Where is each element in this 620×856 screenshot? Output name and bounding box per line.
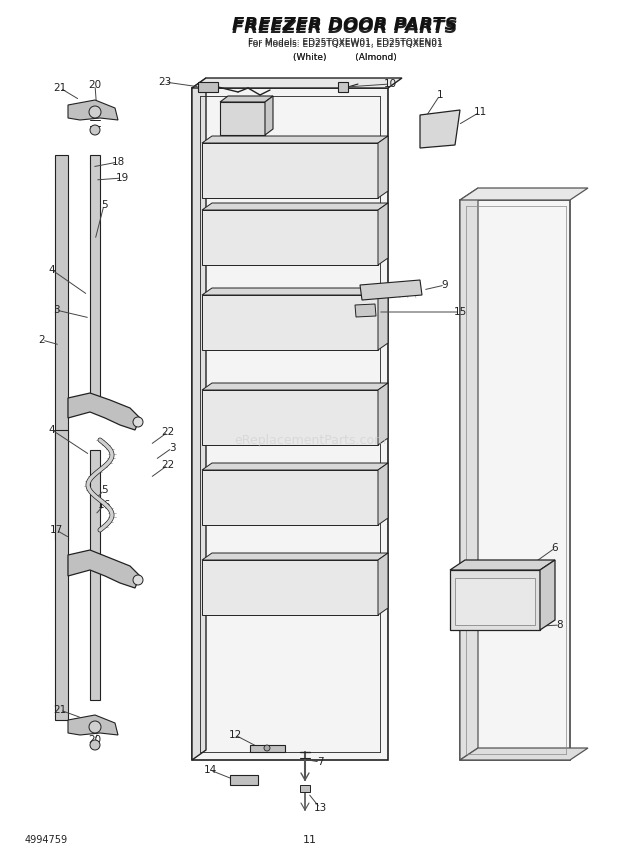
Text: 16: 16	[97, 500, 110, 510]
Polygon shape	[378, 463, 388, 525]
Text: 14: 14	[203, 765, 216, 775]
Circle shape	[90, 740, 100, 750]
Polygon shape	[540, 560, 555, 630]
Text: 4: 4	[49, 425, 55, 435]
Polygon shape	[202, 143, 378, 198]
Circle shape	[133, 417, 143, 427]
Circle shape	[90, 125, 100, 135]
Polygon shape	[460, 188, 588, 200]
Polygon shape	[450, 570, 540, 630]
Text: 9: 9	[441, 280, 448, 290]
Polygon shape	[338, 82, 348, 92]
Polygon shape	[360, 280, 422, 300]
Text: 3: 3	[169, 443, 175, 453]
Circle shape	[133, 575, 143, 585]
Text: For Models: ED25TQXEW01, ED25TQXEN01: For Models: ED25TQXEW01, ED25TQXEN01	[247, 39, 443, 49]
Text: 11: 11	[474, 107, 487, 117]
Polygon shape	[55, 155, 68, 540]
Text: FREEZER DOOR PARTS: FREEZER DOOR PARTS	[232, 19, 458, 37]
Polygon shape	[455, 578, 535, 625]
Polygon shape	[192, 88, 388, 760]
Polygon shape	[198, 82, 218, 92]
Polygon shape	[202, 560, 378, 615]
Text: (White)          (Almond): (White) (Almond)	[293, 52, 397, 62]
Polygon shape	[220, 102, 265, 135]
Polygon shape	[192, 78, 402, 88]
Text: 2: 2	[38, 335, 45, 345]
Polygon shape	[460, 748, 588, 760]
Polygon shape	[202, 203, 388, 210]
Polygon shape	[90, 450, 100, 700]
Text: 11: 11	[303, 835, 317, 845]
Polygon shape	[460, 188, 478, 760]
Text: 18: 18	[112, 157, 125, 167]
Polygon shape	[202, 295, 378, 350]
Text: For Models: ED25TQXEW01, ED25TQXEN01: For Models: ED25TQXEW01, ED25TQXEN01	[247, 38, 443, 46]
Polygon shape	[55, 430, 68, 720]
Polygon shape	[202, 210, 378, 265]
Text: 4: 4	[49, 265, 55, 275]
Text: 15: 15	[453, 307, 467, 317]
Polygon shape	[202, 383, 388, 390]
Polygon shape	[192, 78, 206, 760]
Text: 7: 7	[317, 757, 323, 767]
Polygon shape	[378, 288, 388, 350]
Polygon shape	[202, 463, 388, 470]
Text: FREEZER DOOR PARTS: FREEZER DOOR PARTS	[232, 16, 458, 34]
Polygon shape	[202, 390, 378, 445]
Text: 17: 17	[50, 525, 63, 535]
Polygon shape	[202, 136, 388, 143]
Polygon shape	[300, 785, 310, 792]
Polygon shape	[250, 745, 285, 752]
Text: 3: 3	[53, 305, 60, 315]
Polygon shape	[68, 715, 118, 735]
Text: 13: 13	[313, 803, 327, 813]
Text: 1: 1	[436, 90, 443, 100]
Text: 12: 12	[228, 730, 242, 740]
Text: 22: 22	[161, 460, 175, 470]
Polygon shape	[265, 96, 273, 135]
Polygon shape	[230, 775, 258, 785]
Text: 20: 20	[89, 80, 102, 90]
Polygon shape	[355, 304, 376, 317]
Text: 10: 10	[383, 79, 397, 89]
Polygon shape	[220, 96, 273, 102]
Circle shape	[89, 106, 101, 118]
Text: 22: 22	[161, 427, 175, 437]
Text: eReplacementParts.com: eReplacementParts.com	[234, 433, 386, 447]
Polygon shape	[90, 155, 100, 400]
Text: 19: 19	[115, 173, 128, 183]
Polygon shape	[202, 470, 378, 525]
Text: 23: 23	[158, 77, 172, 87]
Text: (White)          (Almond): (White) (Almond)	[293, 52, 397, 62]
Circle shape	[264, 745, 270, 751]
Polygon shape	[378, 383, 388, 445]
Text: 21: 21	[53, 705, 66, 715]
Polygon shape	[378, 136, 388, 198]
Text: 6: 6	[552, 543, 559, 553]
Text: 5: 5	[100, 200, 107, 210]
Polygon shape	[450, 560, 555, 570]
Text: 21: 21	[53, 83, 66, 93]
Text: 8: 8	[557, 620, 564, 630]
Polygon shape	[202, 553, 388, 560]
Polygon shape	[202, 288, 388, 295]
Text: 5: 5	[100, 485, 107, 495]
Polygon shape	[420, 110, 460, 148]
Text: 20: 20	[89, 735, 102, 745]
Polygon shape	[68, 100, 118, 120]
Text: 4994759: 4994759	[25, 835, 68, 845]
Polygon shape	[460, 200, 570, 760]
Polygon shape	[378, 203, 388, 265]
Circle shape	[89, 721, 101, 733]
Polygon shape	[68, 550, 140, 588]
Polygon shape	[378, 553, 388, 615]
Polygon shape	[68, 393, 140, 430]
